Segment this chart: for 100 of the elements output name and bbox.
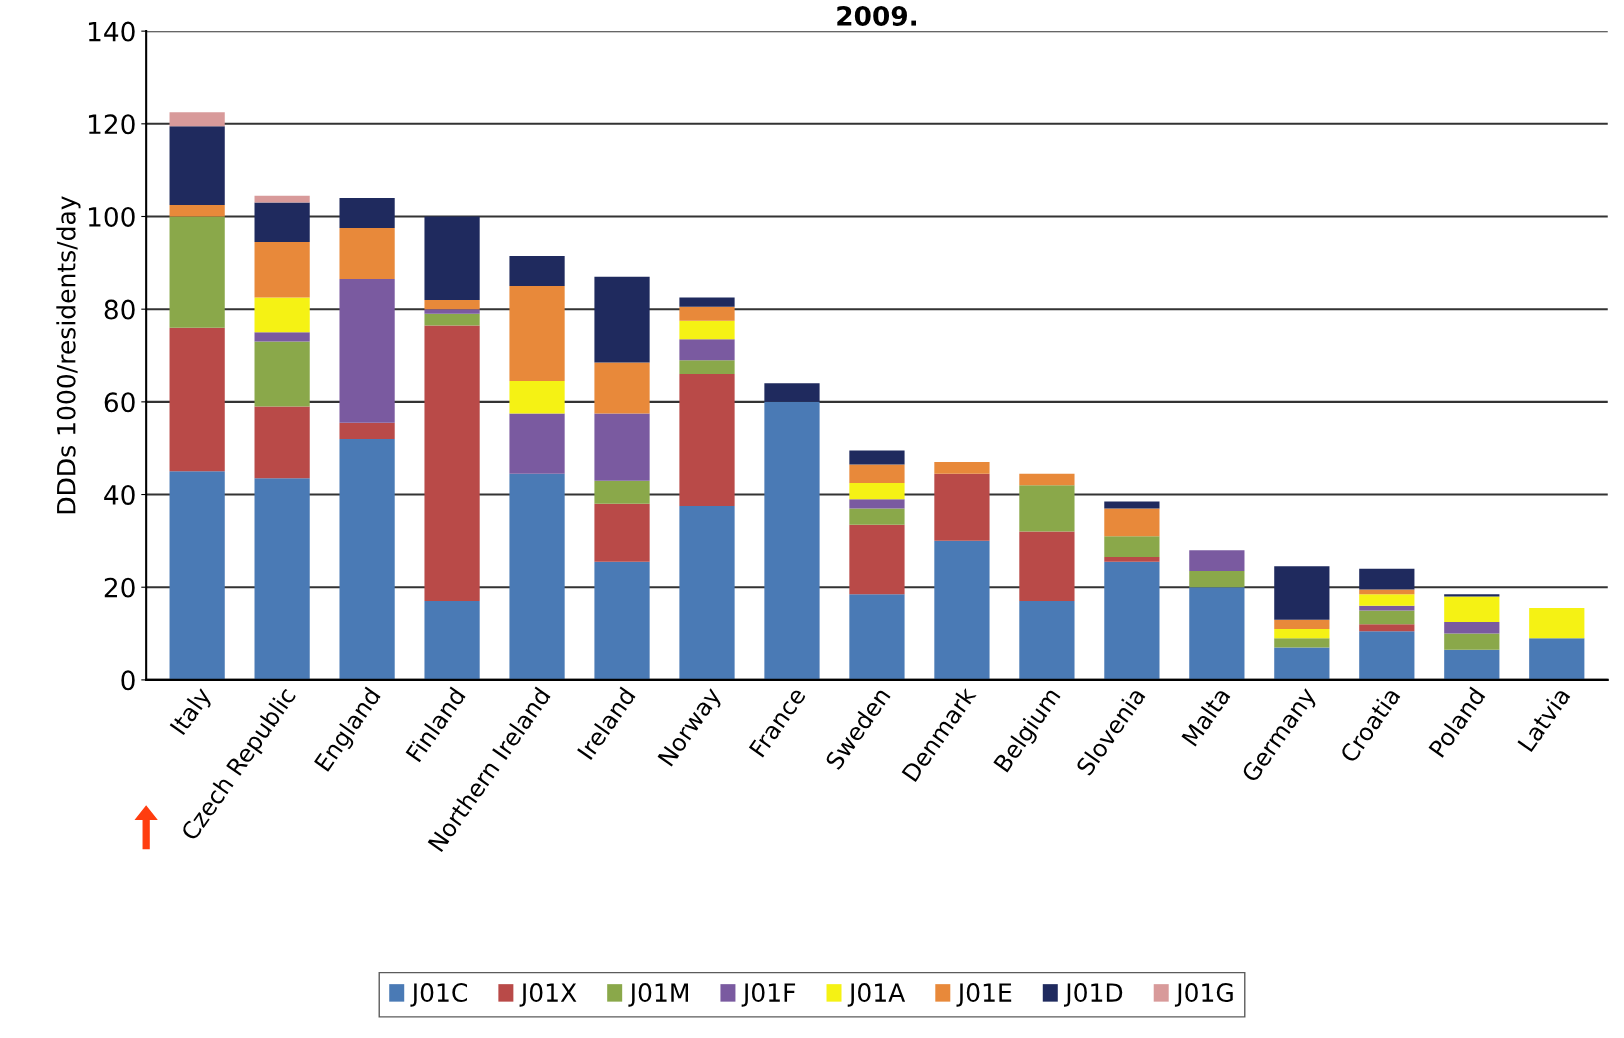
bar — [1104, 561, 1160, 680]
bar — [169, 471, 225, 680]
legend-label: J01M — [628, 983, 688, 1007]
bar — [679, 506, 735, 680]
bar — [169, 112, 225, 127]
bar — [254, 341, 310, 407]
bar — [424, 313, 480, 326]
bar — [1189, 550, 1245, 571]
bar — [594, 561, 650, 680]
bar — [849, 508, 905, 525]
legend-label: J01F — [741, 983, 796, 1007]
bar — [424, 325, 480, 602]
bar — [679, 297, 735, 307]
bar — [339, 438, 395, 680]
bar — [849, 450, 905, 465]
bar — [934, 540, 990, 680]
bar — [169, 216, 225, 328]
bar — [1019, 601, 1075, 680]
y-tick-label: 80 — [104, 299, 135, 320]
chart-title: 2009. — [837, 6, 916, 26]
bar — [1189, 570, 1245, 588]
bar — [339, 197, 395, 229]
bar — [594, 503, 650, 562]
bar — [509, 255, 565, 287]
bar — [424, 299, 480, 310]
bar — [1359, 610, 1415, 625]
bar — [679, 360, 735, 375]
legend-label: J01D — [1063, 983, 1123, 1007]
bar — [1189, 587, 1245, 680]
bar — [1274, 638, 1330, 648]
bar — [679, 320, 735, 340]
bar — [339, 228, 395, 280]
bar — [1444, 596, 1500, 622]
bar — [424, 309, 480, 314]
legend-label: J01E — [956, 983, 1012, 1007]
bar — [849, 482, 905, 500]
bar — [1019, 473, 1075, 486]
bar — [1359, 631, 1415, 680]
bar — [169, 204, 225, 217]
legend-label: J01G — [1174, 983, 1233, 1007]
y-axis-title: DDDs 1000/residents/day — [56, 196, 81, 514]
bar — [849, 464, 905, 483]
bar — [679, 339, 735, 361]
bar — [254, 195, 310, 203]
bar — [1359, 624, 1415, 632]
bar — [849, 594, 905, 680]
bar — [1104, 501, 1160, 509]
bar — [169, 327, 225, 472]
bar — [509, 413, 565, 474]
bar — [764, 383, 820, 402]
bar — [594, 413, 650, 481]
bar — [1529, 638, 1585, 680]
bar — [254, 478, 310, 680]
bar — [1104, 508, 1160, 537]
bar — [1019, 485, 1075, 532]
bar — [424, 601, 480, 680]
y-tick-label: 120 — [88, 114, 135, 135]
bar — [254, 406, 310, 479]
bar — [934, 473, 990, 541]
bar — [764, 401, 820, 680]
bar — [254, 202, 310, 242]
bar — [424, 216, 480, 300]
bar — [1274, 628, 1330, 639]
y-tick-label: 40 — [104, 484, 135, 505]
y-tick-label: 0 — [121, 670, 135, 691]
bar — [1274, 566, 1330, 620]
bar — [339, 279, 395, 423]
bar — [594, 276, 650, 363]
bar — [1359, 568, 1415, 590]
bar — [339, 422, 395, 439]
y-tick-label: 60 — [104, 392, 135, 413]
bar — [1529, 608, 1585, 639]
legend-label: J01C — [410, 983, 468, 1007]
bar — [1019, 531, 1075, 602]
bar — [594, 480, 650, 504]
bar — [1104, 557, 1160, 562]
y-tick-label: 100 — [88, 206, 135, 227]
legend-label: J01A — [847, 983, 906, 1007]
bar — [1104, 536, 1160, 558]
bar — [169, 126, 225, 205]
legend-label: J01X — [519, 983, 577, 1007]
bar — [849, 499, 905, 509]
bar — [1359, 594, 1415, 606]
bar — [849, 524, 905, 595]
bar — [1274, 647, 1330, 680]
bar — [509, 473, 565, 680]
bar — [1274, 619, 1330, 629]
bar — [1444, 621, 1500, 634]
bar — [934, 462, 990, 474]
y-tick-label: 140 — [88, 21, 135, 42]
bar — [254, 297, 310, 333]
bar — [254, 241, 310, 298]
y-tick-label: 20 — [104, 577, 135, 598]
bar — [1444, 633, 1500, 650]
bar — [594, 362, 650, 414]
bar — [679, 306, 735, 321]
bar — [1444, 649, 1500, 680]
bar — [509, 286, 565, 381]
bar — [254, 332, 310, 342]
bar — [509, 381, 565, 414]
